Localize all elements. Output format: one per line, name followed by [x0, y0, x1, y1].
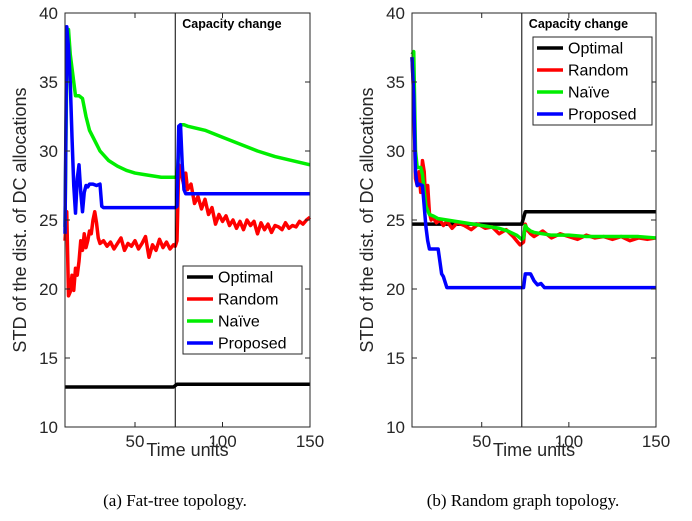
chart-2-legend: Optimal Random Naïve Proposed	[532, 36, 653, 126]
chart-2-legend-label-random: Random	[568, 63, 628, 80]
chart-1-series-naive-line	[63, 27, 311, 227]
chart-2-ytick-label: 30	[386, 142, 405, 161]
chart-2-caption: (b) Random graph topology.	[427, 491, 619, 510]
chart-2-legend-box	[532, 36, 653, 126]
chart-1-xtick-label: 100	[208, 432, 236, 451]
chart-1-ytick-label: 30	[39, 142, 58, 161]
chart-1-series-proposed-line	[63, 25, 310, 234]
chart-1-legend-label-random: Random	[218, 292, 278, 309]
chart-2-xtick-label: 150	[642, 432, 670, 451]
chart-2-x-axis-label: Time units	[493, 440, 575, 460]
chart-2-ytick-label: 15	[386, 349, 405, 368]
chart-2-xtick-label: 50	[472, 432, 491, 451]
chart-1-ytick-label: 35	[39, 73, 58, 92]
chart-2-y-axis-label: STD of the dist. of DC allocations	[357, 87, 377, 352]
chart-1-ytick-label: 40	[39, 4, 58, 23]
chart-2-ytick-label: 10	[386, 418, 405, 437]
chart-1-plot-area	[65, 13, 310, 427]
chart-1-legend-box	[182, 265, 303, 355]
panel-fat-tree: Capacity change 10 15 20 25 30 35 40 50 100 150 Tim…	[10, 4, 324, 510]
chart-2-series-naive-line	[410, 49, 657, 242]
chart-2-capacity-change-label: Capacity change	[529, 17, 628, 31]
chart-1-xtick-label: 50	[126, 432, 145, 451]
chart-1-y-axis-label: STD of the dist. of DC allocations	[10, 87, 30, 352]
chart-1-caption: (a) Fat-tree topology.	[103, 491, 247, 510]
chart-2-xtick-label: 100	[555, 432, 583, 451]
chart-1-ytick-label: 10	[39, 418, 58, 437]
chart-1-legend-label-naive: Naïve	[218, 314, 260, 331]
chart-2-legend-label-naive: Naïve	[568, 85, 610, 102]
chart-2-series-proposed-line	[410, 57, 656, 290]
chart-1-capacity-change-label: Capacity change	[182, 17, 281, 31]
chart-1-ytick-label: 20	[39, 280, 58, 299]
chart-1-ytick-label: 25	[39, 211, 58, 230]
chart-2-ytick-label: 35	[386, 73, 405, 92]
chart-1-legend-label-optimal: Optimal	[218, 270, 273, 287]
chart-1-x-axis-label: Time units	[146, 440, 228, 460]
chart-1-ytick-label: 15	[39, 349, 58, 368]
chart-2-legend-label-optimal: Optimal	[568, 41, 623, 58]
chart-2-ytick-label: 25	[386, 211, 405, 230]
chart-1-xtick-label: 150	[296, 432, 324, 451]
chart-2-ytick-label: 20	[386, 280, 405, 299]
chart-2-ytick-label: 40	[386, 4, 405, 23]
chart-1-legend-label-proposed: Proposed	[218, 336, 287, 353]
panel-random-graph: Capacity change 10 15 20 25 30 35 40 50 100 150 Tim…	[357, 4, 670, 510]
chart-1-legend: Optimal Random Naïve Proposed	[182, 265, 303, 355]
chart-2-legend-label-proposed: Proposed	[568, 107, 637, 124]
